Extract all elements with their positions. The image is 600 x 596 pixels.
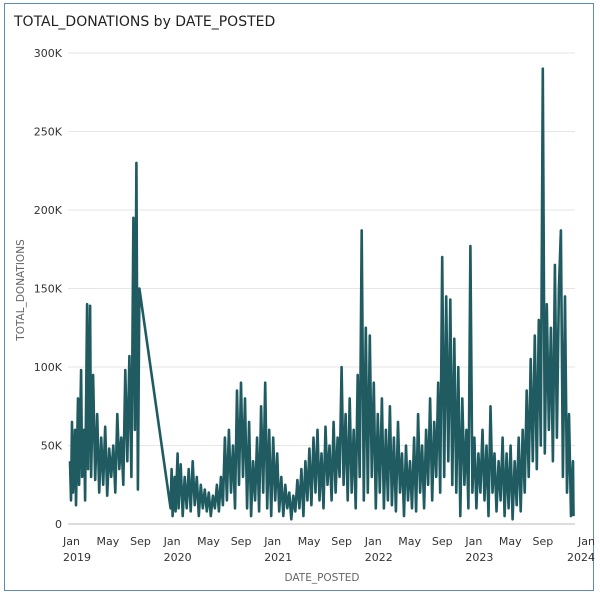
y-tick-label: 50K (41, 440, 63, 453)
x-tick-month: Jan (364, 535, 382, 548)
x-tick-month: Sep (331, 535, 352, 548)
x-tick-year: 2023 (465, 551, 493, 564)
y-tick-label: 250K (34, 126, 63, 139)
x-tick-month: Jan (577, 535, 595, 548)
x-tick-month: May (298, 535, 321, 548)
x-tick-month: May (96, 535, 119, 548)
y-tick-label: 300K (34, 47, 63, 60)
x-tick-year: 2020 (164, 551, 192, 564)
x-tick-year: 2021 (264, 551, 292, 564)
chart-title: TOTAL_DONATIONS by DATE_POSTED (14, 14, 276, 30)
y-tick-label: 150K (34, 283, 63, 296)
y-tick-label: 0 (55, 518, 62, 531)
x-tick-month: May (197, 535, 220, 548)
y-axis-label: TOTAL_DONATIONS (15, 239, 27, 342)
x-tick-month: Sep (432, 535, 453, 548)
x-tick-year: 2024 (567, 551, 595, 564)
series-line (68, 67, 575, 521)
chart-frame (4, 3, 594, 591)
x-tick-year: 2019 (63, 551, 91, 564)
x-tick-month: Sep (130, 535, 151, 548)
x-tick-month: May (499, 535, 522, 548)
x-axis-label: DATE_POSTED (285, 572, 360, 584)
x-tick-month: Sep (231, 535, 252, 548)
x-tick-month: Sep (533, 535, 554, 548)
x-tick-month: Jan (464, 535, 482, 548)
x-tick-month: Jan (163, 535, 181, 548)
y-tick-label: 100K (34, 361, 63, 374)
y-tick-label: 200K (34, 204, 63, 217)
x-tick-month: Jan (263, 535, 281, 548)
x-tick-month: Jan (62, 535, 80, 548)
x-tick-year: 2022 (365, 551, 393, 564)
x-tick-month: May (398, 535, 421, 548)
